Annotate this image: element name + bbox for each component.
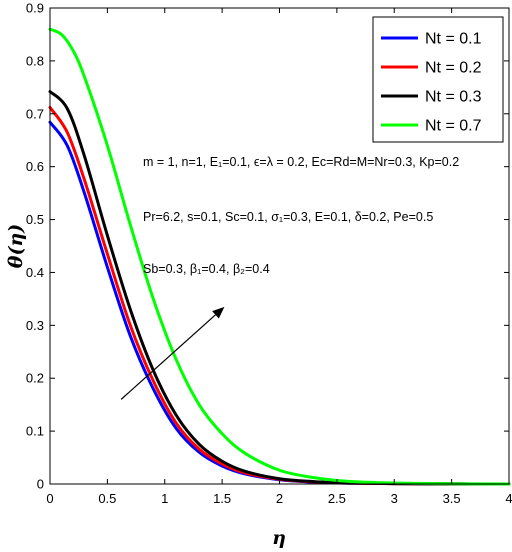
y-tick-label: 0.4: [26, 265, 44, 280]
x-tick-label: 0.5: [98, 491, 116, 506]
x-tick-label: 2.5: [328, 491, 346, 506]
annotation-line-3: Sb=0.3, β₁=0.4, β₂=0.4: [143, 262, 270, 276]
x-tick-label: 1.5: [213, 491, 231, 506]
x-tick-label: 4: [505, 491, 512, 506]
axis-ticks: 0 0.5 1 1.5 2 2.5 3 3.5 4 0 0.1 0.2 0.3 0.4 0.5 0.6 0.7 0…: [26, 1, 512, 507]
trend-arrow: [120, 306, 225, 400]
y-tick-label: 0.9: [26, 1, 44, 16]
y-tick-label: 0.2: [26, 371, 44, 386]
y-tick-label: 0.7: [26, 106, 44, 121]
annotation-line-2: Pr=6.2, s=0.1, Sc=0.1, σ₁=0.3, E=0.1, δ=…: [143, 210, 433, 224]
x-tick-label: 0: [46, 491, 53, 506]
x-tick-label: 1: [161, 491, 168, 506]
x-tick-label: 3: [391, 491, 398, 506]
series-lines: [48, 27, 511, 486]
annotation-line-1: m = 1, n=1, E₁=0.1, ϵ=λ = 0.2, Ec=Rd=M=N…: [143, 155, 459, 169]
arrow-shaft: [120, 314, 216, 400]
y-axis-title: θ(η): [5, 224, 27, 268]
legend-label: Nt = 0.3: [425, 89, 482, 106]
legend-label: Nt = 0.2: [425, 60, 482, 77]
x-tick-label: 3.5: [443, 491, 461, 506]
annotation-block: m = 1, n=1, E₁=0.1, ϵ=λ = 0.2, Ec=Rd=M=N…: [143, 155, 459, 276]
y-tick-label: 0.6: [26, 159, 44, 174]
legend-label: Nt = 0.7: [425, 118, 482, 135]
y-tick-label: 0.3: [26, 318, 44, 333]
arrow-head: [212, 306, 225, 319]
x-tick-label: 2: [276, 491, 283, 506]
y-tick-label: 0.1: [26, 424, 44, 439]
legend-label: Nt = 0.1: [425, 31, 482, 48]
y-tick-label: 0.5: [26, 212, 44, 227]
y-tick-label: 0.8: [26, 53, 44, 68]
legend: Nt = 0.1 Nt = 0.2 Nt = 0.3 Nt = 0.7: [372, 16, 504, 143]
series-line-4: [48, 27, 511, 486]
y-tick-label: 0: [37, 477, 44, 492]
x-axis-title: η: [272, 527, 286, 549]
